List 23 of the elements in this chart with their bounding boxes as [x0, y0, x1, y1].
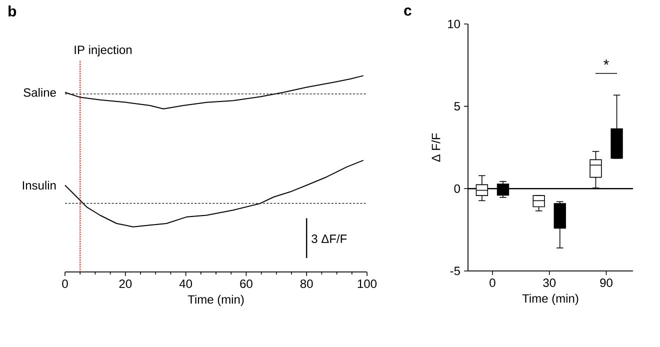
series-label: Insulin [22, 180, 56, 190]
y-axis-title: Δ F/F [431, 133, 440, 162]
annotation: * [604, 60, 609, 65]
x-tick-label: 30 [543, 278, 556, 288]
x-axis-title: Time (min) [522, 294, 578, 306]
x-axis-title: Time (min) [188, 294, 244, 306]
y-tick-label: 0 [454, 184, 460, 193]
chart-title: b [8, 6, 16, 17]
x-tick-label: 0 [62, 280, 68, 288]
y-tick-label: -5 [450, 266, 460, 276]
x-tick-label: 80 [300, 280, 313, 288]
annotation: 3 ΔF/F [312, 234, 347, 244]
x-tick-label: 40 [179, 280, 192, 288]
y-tick-label: 5 [454, 102, 460, 111]
x-tick-label: 90 [600, 278, 612, 288]
chart-title: c [404, 8, 412, 16]
y-tick-label: 10 [448, 20, 460, 28]
x-tick-label: 60 [240, 280, 252, 288]
ref-line-label: IP injection [74, 45, 132, 56]
series-label: Saline [24, 88, 56, 97]
x-tick-label: 0 [490, 278, 496, 288]
x-tick-label: 20 [119, 280, 132, 288]
x-tick-label: 100 [358, 280, 377, 288]
